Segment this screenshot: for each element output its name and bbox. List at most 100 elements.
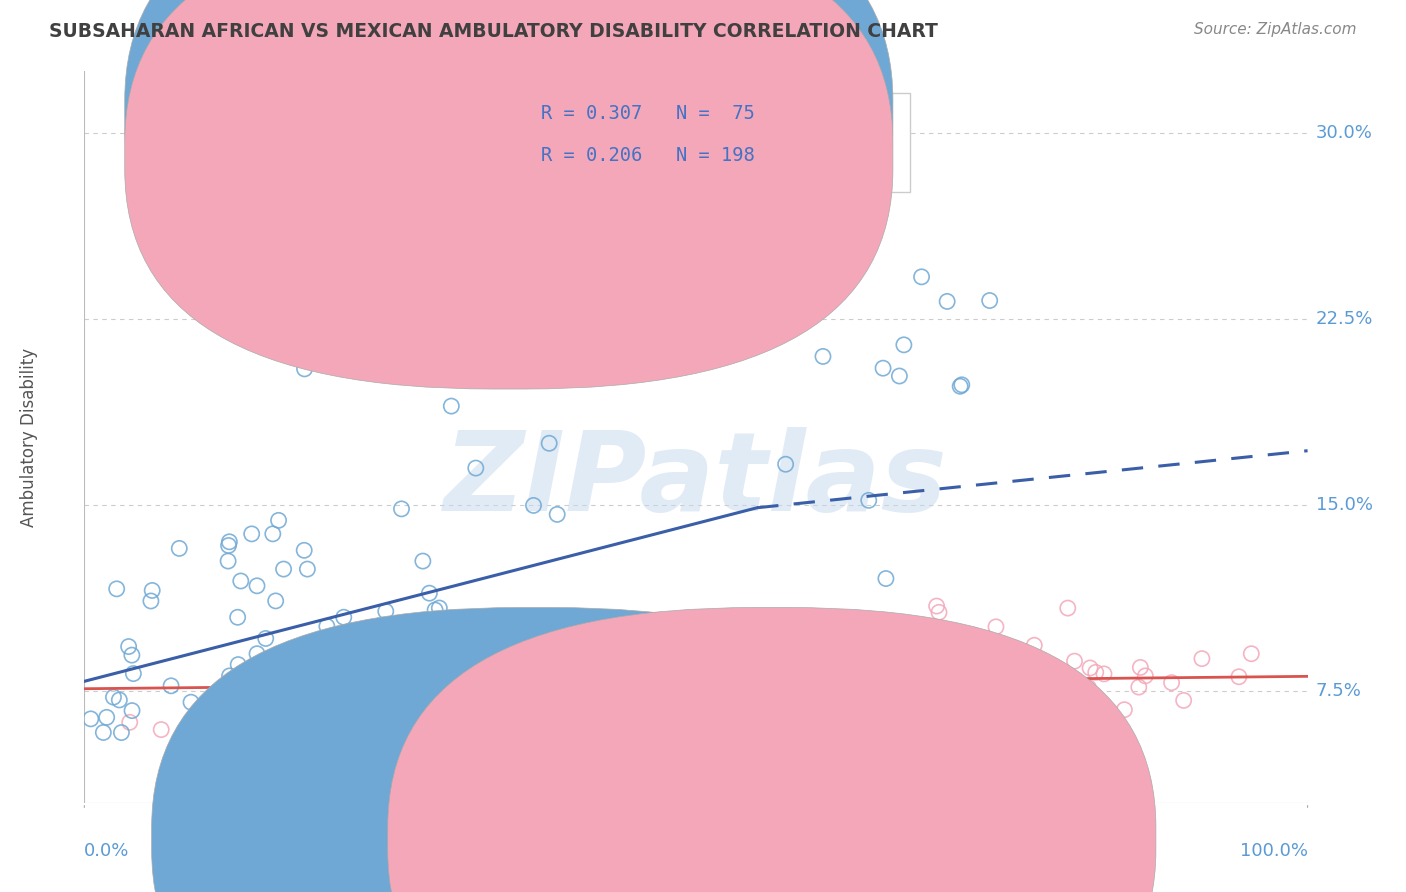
Point bbox=[560, 688, 582, 702]
Point bbox=[139, 594, 162, 608]
Point bbox=[877, 673, 900, 688]
Point bbox=[229, 574, 252, 588]
Point bbox=[1017, 673, 1039, 688]
Point bbox=[118, 715, 141, 730]
Point bbox=[983, 666, 1005, 681]
Point bbox=[950, 710, 973, 724]
Point bbox=[312, 657, 335, 671]
Point bbox=[744, 671, 766, 685]
Point bbox=[1240, 647, 1263, 661]
Point bbox=[620, 677, 643, 691]
Point bbox=[650, 714, 672, 729]
Point bbox=[859, 711, 882, 725]
Point bbox=[927, 700, 949, 714]
Point bbox=[886, 644, 908, 658]
Point bbox=[768, 685, 790, 699]
Point bbox=[323, 660, 346, 674]
Point bbox=[484, 708, 506, 723]
Point bbox=[513, 751, 536, 765]
Point bbox=[893, 338, 915, 352]
FancyBboxPatch shape bbox=[152, 607, 920, 892]
Point bbox=[775, 697, 797, 711]
Point bbox=[117, 640, 139, 654]
Text: SUBSAHARAN AFRICAN VS MEXICAN AMBULATORY DISABILITY CORRELATION CHART: SUBSAHARAN AFRICAN VS MEXICAN AMBULATORY… bbox=[49, 22, 938, 41]
Point bbox=[80, 712, 103, 726]
Point bbox=[624, 669, 647, 683]
Point bbox=[703, 689, 725, 703]
Point bbox=[591, 691, 613, 706]
Point bbox=[707, 645, 730, 659]
Point bbox=[768, 647, 790, 661]
Point bbox=[437, 684, 460, 698]
Point bbox=[607, 673, 630, 687]
Point bbox=[1227, 670, 1250, 684]
Point bbox=[858, 493, 880, 508]
Point bbox=[711, 628, 734, 642]
Point bbox=[553, 661, 575, 675]
Point bbox=[803, 698, 825, 713]
Point bbox=[747, 201, 769, 215]
Point bbox=[807, 708, 830, 723]
Point bbox=[195, 729, 218, 743]
Point bbox=[427, 601, 450, 615]
Point bbox=[763, 690, 786, 705]
Point bbox=[294, 362, 316, 376]
Point bbox=[970, 672, 993, 686]
Point bbox=[941, 648, 963, 662]
Point bbox=[217, 554, 239, 568]
Text: Mexicans: Mexicans bbox=[800, 830, 884, 847]
Point bbox=[1114, 703, 1136, 717]
Point bbox=[464, 684, 486, 698]
Text: Sub-Saharan Africans: Sub-Saharan Africans bbox=[564, 830, 758, 847]
Point bbox=[218, 534, 240, 549]
Point bbox=[273, 656, 295, 670]
Point bbox=[1024, 638, 1046, 652]
Point bbox=[763, 653, 786, 667]
Point bbox=[721, 657, 744, 672]
Point bbox=[839, 683, 862, 698]
Point bbox=[1077, 681, 1099, 695]
Point bbox=[567, 666, 589, 681]
Point bbox=[875, 572, 897, 586]
Text: 0.0%: 0.0% bbox=[84, 842, 129, 860]
Point bbox=[806, 690, 828, 704]
Point bbox=[367, 647, 389, 661]
Point bbox=[218, 539, 240, 553]
Point bbox=[675, 668, 697, 682]
Point bbox=[1001, 674, 1024, 689]
Point bbox=[465, 648, 488, 662]
Point bbox=[775, 457, 797, 471]
FancyBboxPatch shape bbox=[457, 94, 910, 192]
Point bbox=[772, 645, 794, 659]
Point bbox=[560, 661, 582, 675]
Point bbox=[665, 723, 688, 738]
Point bbox=[246, 579, 269, 593]
Point bbox=[374, 717, 396, 731]
Point bbox=[851, 620, 873, 634]
Point bbox=[318, 766, 340, 780]
Point bbox=[141, 583, 163, 598]
Point bbox=[921, 684, 943, 698]
Point bbox=[180, 695, 202, 709]
Point bbox=[730, 719, 752, 733]
Point bbox=[342, 287, 364, 301]
Point bbox=[928, 605, 950, 619]
Text: 15.0%: 15.0% bbox=[1316, 496, 1372, 515]
Point bbox=[1059, 681, 1081, 696]
Point bbox=[93, 725, 115, 739]
Text: 100.0%: 100.0% bbox=[1240, 842, 1308, 860]
Point bbox=[936, 294, 959, 309]
Point bbox=[872, 361, 894, 376]
Point bbox=[654, 697, 676, 711]
Point bbox=[922, 695, 945, 709]
Point bbox=[643, 632, 665, 647]
Point bbox=[492, 666, 515, 681]
Point bbox=[1060, 688, 1083, 702]
Point bbox=[363, 665, 385, 679]
Point bbox=[1191, 651, 1213, 665]
Point bbox=[1129, 660, 1152, 674]
Point bbox=[775, 661, 797, 675]
Point bbox=[474, 690, 496, 704]
Point bbox=[512, 712, 534, 726]
Point bbox=[575, 666, 598, 681]
